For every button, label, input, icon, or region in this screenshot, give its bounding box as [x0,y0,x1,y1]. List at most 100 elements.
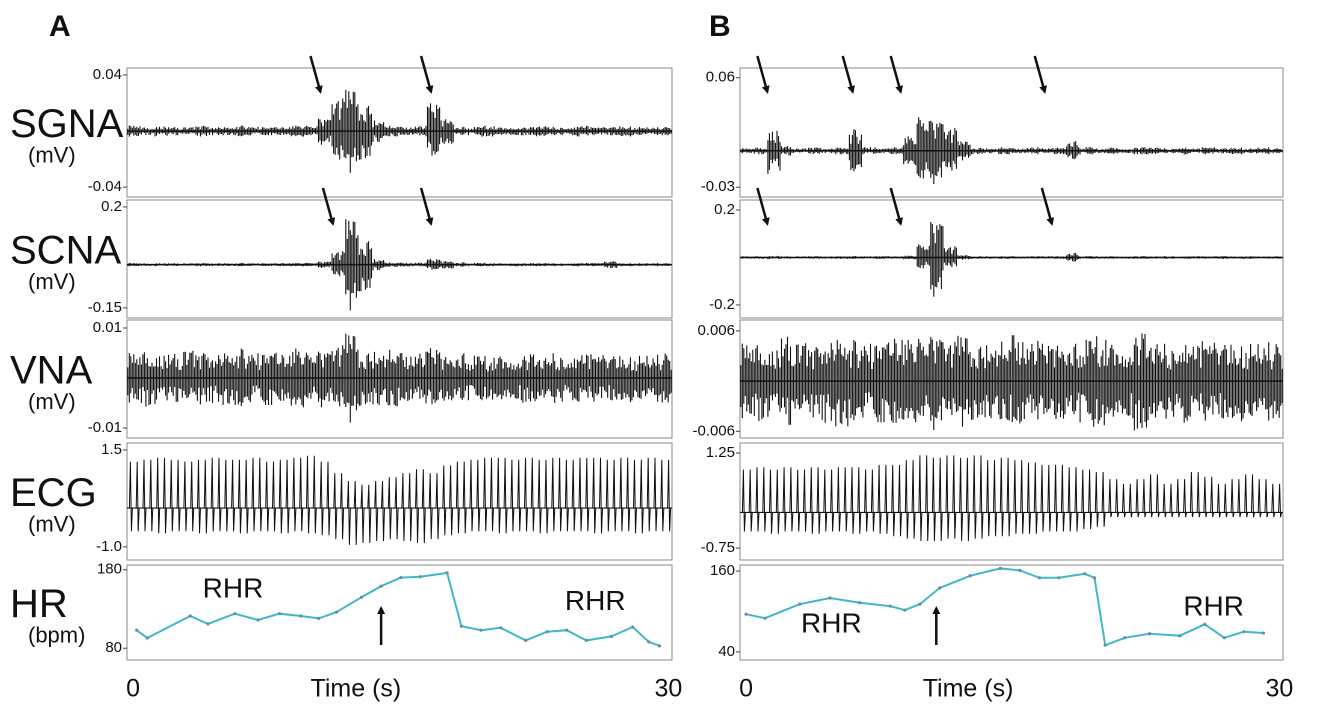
hr-point [744,612,748,616]
hr-point [798,602,802,606]
signal-segment [426,103,441,156]
signal-segment [1201,256,1215,259]
signal-segment [808,147,822,155]
signal-segment [590,263,604,267]
event-arrow [309,55,323,94]
signal-segment [943,246,957,268]
signal-segment [426,258,441,270]
signal-segment [1011,256,1025,259]
signal-segment [753,256,767,259]
row-unit: (mV) [28,389,76,414]
hr-point [545,630,549,634]
signal-segment [1025,340,1039,420]
ecg-beat [633,459,644,534]
ecg-beat [564,459,576,532]
signal-segment [862,147,876,155]
signal-segment [317,261,332,268]
signal-segment [563,263,577,267]
hr-point [334,610,339,614]
y-tick-label: 40 [718,643,735,660]
signal-segment [386,262,400,267]
signal-segment [604,356,618,401]
signal-segment [604,261,618,269]
hr-point [1242,630,1246,634]
signal-segment [481,262,495,267]
signal-segment [848,256,862,259]
signal-segment [1079,147,1093,155]
panel-frame [739,319,1284,439]
signal-segment [563,127,577,136]
y-tick-label: -0.006 [692,422,735,439]
signal-segment [1106,256,1120,259]
signal-segment [522,127,536,136]
signal-segment [943,128,957,171]
ecg-beat [278,459,290,534]
signal-segment [317,118,332,145]
signal-segment [957,141,971,161]
signal-segment [1011,335,1025,424]
hr-point [918,602,922,606]
hr-line [136,571,660,647]
signal-segment [1201,341,1215,421]
ecg-beat [387,477,399,540]
signal-segment [1215,345,1229,419]
hr-point [418,575,422,579]
ecg-beat [455,461,467,534]
y-tick-label: 1.25 [706,444,735,461]
signal-segment [794,343,808,410]
hr-point [135,628,139,632]
signal-segment [916,244,930,269]
ecg-beat [469,459,481,532]
row-label: ECG [10,471,97,515]
hr-point [968,574,972,578]
signal-segment [916,338,930,416]
ecg-beat [972,455,984,539]
signal-segment [208,263,223,267]
signal-segment [943,342,957,415]
panel-frame [739,564,1284,661]
signal-segment [1161,343,1175,419]
y-tick-label: 0.2 [101,198,122,215]
signal-segment [1269,148,1283,154]
signal-segment [780,336,795,425]
annotation: RHR [801,607,862,638]
signal-segment [1242,344,1256,419]
y-tick-label: -0.04 [88,178,122,195]
ecg-beat [877,464,889,534]
signal-segment [195,353,209,405]
signal-segment [331,251,345,277]
signal-segment [1215,148,1229,154]
y-tick-label: 0.04 [93,66,122,83]
signal-segment [399,262,413,267]
ecg-beat [483,457,494,532]
event-arrow [756,55,770,94]
signal-segment [195,263,209,267]
signal-segment [154,126,168,137]
hr-point [459,624,464,628]
signal-segment [154,263,168,267]
signal-segment [127,353,141,403]
row-label: SGNA [10,102,124,146]
signal-segment [181,127,195,134]
event-arrow [1033,55,1047,94]
signal-segment [413,262,427,267]
event-arrow [889,55,903,94]
signal-segment [1093,336,1107,427]
signal-segment [1133,147,1148,155]
signal-segment [399,353,413,401]
panel-frame [126,199,673,319]
signal-segment [1256,256,1270,259]
event-arrow [419,187,434,226]
signal-segment [290,125,304,137]
ecg-beat [578,457,590,532]
hr-point [1057,576,1061,580]
signal-segment [984,345,998,419]
signal-segment [331,98,345,160]
signal-segment [930,337,944,430]
signal-segment [181,263,195,266]
signal-segment [794,148,808,153]
ecg-beat [428,473,440,540]
row-unit: (mV) [28,511,76,536]
hr-point [188,614,192,618]
signal-segment [1256,147,1270,155]
